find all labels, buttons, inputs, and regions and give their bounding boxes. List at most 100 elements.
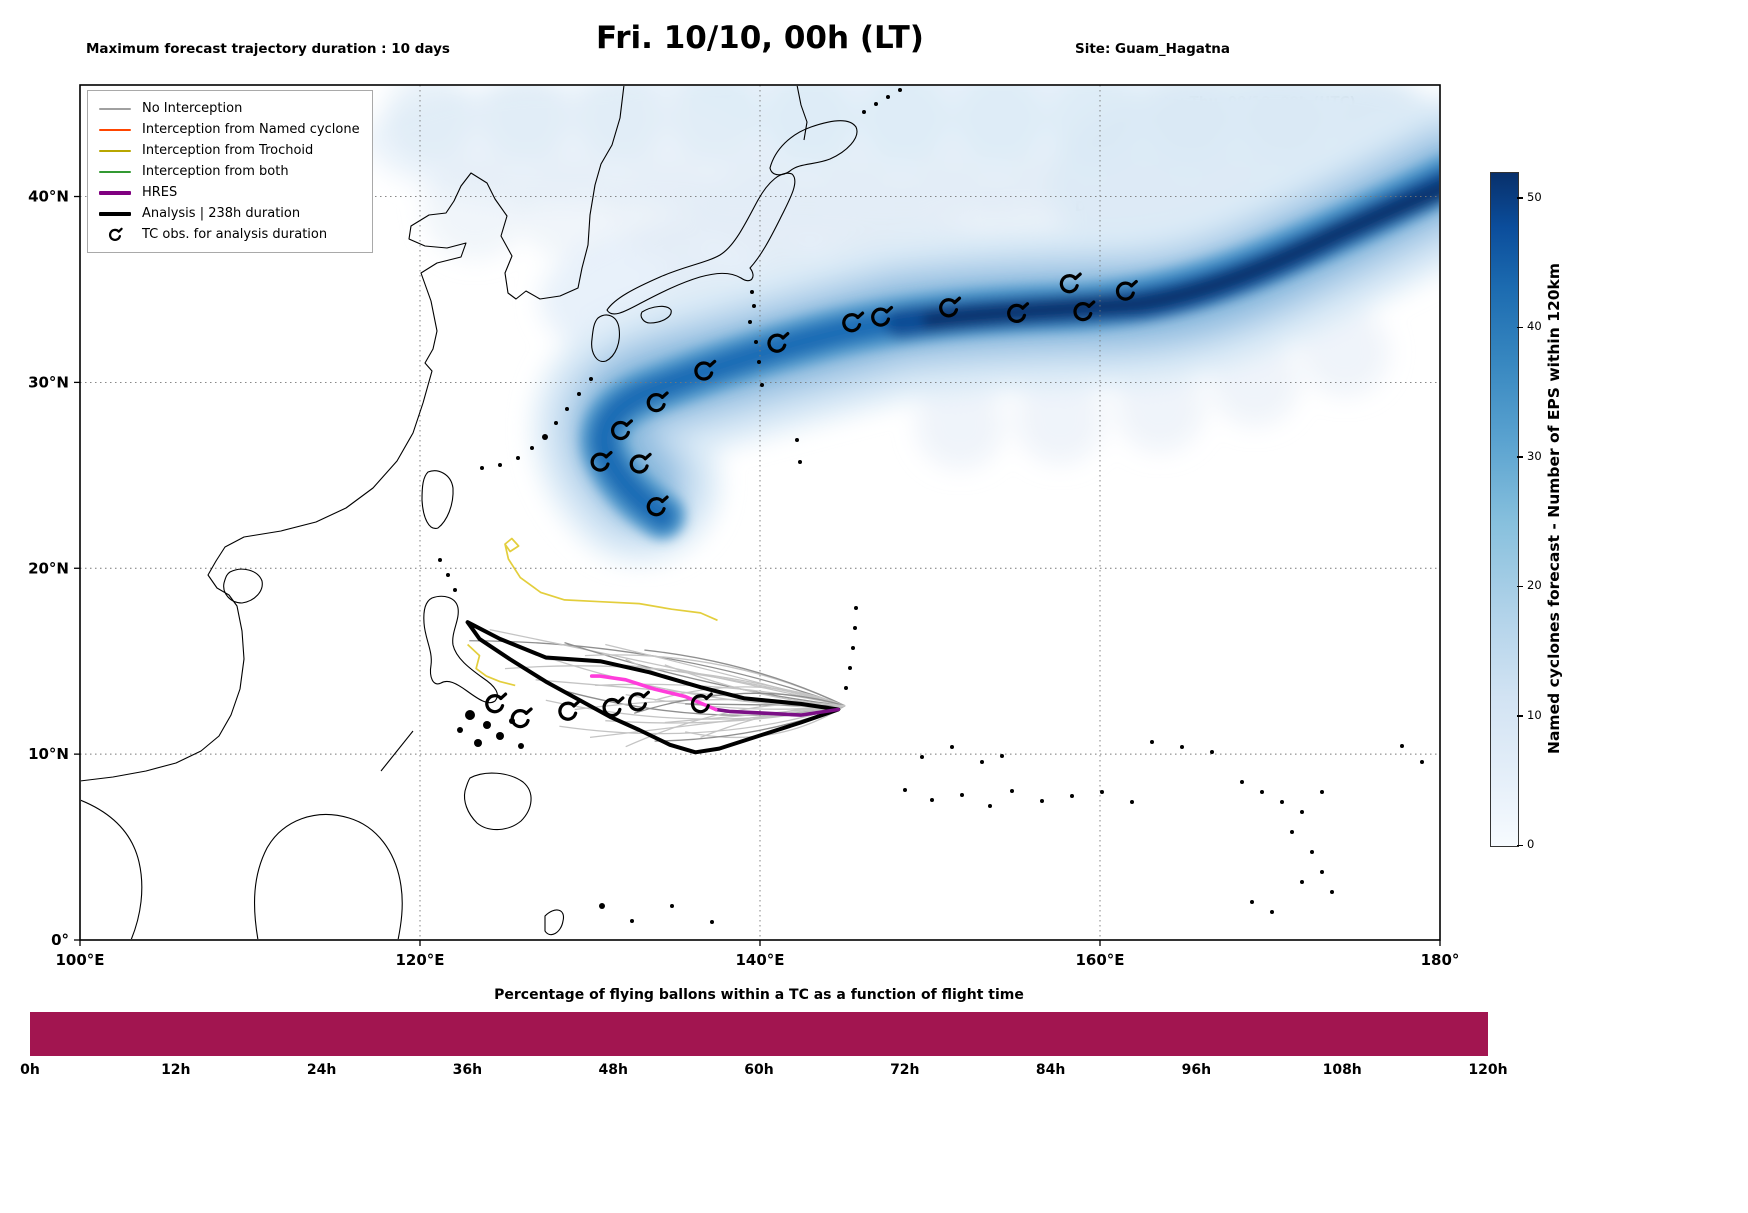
tc-obs-icon [871,305,894,327]
tc-obs-icon [646,391,669,413]
tc-obs-icon [939,296,962,318]
tc-obs-icon [1073,300,1096,322]
info-line: Site: Guam_Hagatna [1075,41,1231,57]
coastlines [81,86,1424,939]
flight-time-tick-label: 72h [890,1062,920,1078]
ensemble-track [564,690,846,716]
legend-label: No Interception [142,101,243,116]
ensemble-track [589,705,846,739]
legend-item: Interception from Trochoid [97,140,360,161]
tc-obs-icon [558,700,581,721]
colorbar-tick-label: 50 [1527,189,1542,204]
legend-line-swatch [97,211,133,216]
colorbar-tick-label: 40 [1527,319,1542,334]
legend-line-swatch [97,149,133,152]
x-tick-label: 180° [1421,951,1460,969]
coast-honshu [606,172,796,315]
coast-luzon [423,595,498,704]
bottom-axis: 0h 12h 24h 36h 48h 60h 72h 84h 96h 108h 120h [0,1062,1748,1086]
colorbar-ticks: 0 10 20 30 40 50 [1517,0,1563,1213]
tc-obs-icon [767,332,790,353]
colorbar-label: Named cyclones forecast - Number of EPS … [1545,263,1563,754]
coast-borneo [253,814,403,939]
legend-label: TC obs. for analysis duration [142,227,328,242]
ensemble-track [559,705,846,735]
coast-mainland-asia [81,86,625,782]
tc-obs-icon [611,419,633,441]
hres-track [714,707,840,717]
ensemble-track [634,692,846,714]
legend-line-swatch [97,107,133,110]
tc-obs-icon [690,692,713,714]
y-tick-label: 0° [51,931,69,949]
legend-line-swatch [97,170,133,173]
tc-obs-icon [602,696,625,718]
coast-shikoku [640,305,672,324]
tc-obs-icon [590,450,613,472]
colorbar [1490,172,1519,847]
flight-time-tick-label: 24h [306,1062,337,1078]
flight-time-tick-label: 120h [1468,1062,1508,1078]
tc-obs-icon [1115,279,1138,301]
tc-obs-icon [694,359,717,381]
analysis-track [465,620,841,755]
legend-label: Analysis | 238h duration [142,206,301,221]
x-tick-label: 140°E [735,951,784,969]
figure-title: Fri. 10/10, 00h (LT) [596,20,924,56]
param-line: Maximum forecast trajectory duration : 1… [86,41,450,57]
x-tick-label: 100°E [55,951,104,969]
coast-sulawesi [544,909,565,936]
ensemble-track [564,641,846,707]
ensemble-track [504,665,846,707]
legend-line-swatch [97,128,133,131]
coast-taiwan [421,470,454,529]
colorbar-tick-label: 20 [1527,578,1542,593]
legend-label: Interception from Named cyclone [142,122,360,137]
density-field [360,86,1439,562]
legend-item: Analysis | 238h duration [97,203,360,224]
colorbar-tick-label: 0 [1527,837,1535,851]
legend-item: TC obs. for analysis duration [97,224,360,245]
y-tick-label: 20°N [28,559,69,577]
coast-hainan [223,568,263,604]
legend-label: Interception from both [142,164,289,179]
trochoid-track [467,643,516,687]
flight-time-tick-label: 108h [1322,1062,1362,1078]
ensemble-track [574,698,846,711]
legend-item: Interception from Named cyclone [97,119,360,140]
flight-time-tick-label: 36h [452,1062,483,1078]
ensemble-track [644,649,846,707]
flight-time-tick-label: 60h [744,1062,774,1078]
balloon-percentage-bar [30,1012,1488,1056]
map-legend: No Interception Interception from Named c… [87,90,373,253]
tc-obs-icon [842,311,865,333]
y-tick-label: 40°N [28,188,69,206]
hres-track [589,674,718,712]
flight-time-tick-label: 12h [161,1062,191,1078]
flight-time-tick-label: 84h [1035,1062,1066,1078]
island-dots [438,88,1424,924]
tc-obs-icon [646,495,669,517]
ensemble-track [489,628,846,707]
legend-item: No Interception [97,98,360,119]
legend-item: Interception from both [97,161,360,182]
axis-labels: 100°E 120°E 140°E 160°E 180° 0° 10°N 20°N 30°N 40… [28,188,1459,969]
legend-label: Interception from Trochoid [142,143,314,158]
x-tick-label: 120°E [395,951,444,969]
tc-obs-icon [1007,302,1030,323]
bottom-chart-title: Percentage of flying ballons within a TC… [494,987,1024,1003]
legend-label: HRES [142,185,178,200]
flight-time-tick-label: 0h [20,1062,40,1078]
legend-line-swatch [97,190,133,195]
colorbar-tick-label: 10 [1527,707,1542,722]
coast-kyushu [591,314,620,363]
tc-obs-icon [510,707,533,729]
tc-obs-icon [485,692,508,714]
tc-obs-icon [1059,272,1082,294]
coast-mindanao [463,772,532,831]
trajectory-tracks [465,537,846,755]
coast-malay [81,799,143,939]
y-tick-label: 30°N [28,373,69,391]
